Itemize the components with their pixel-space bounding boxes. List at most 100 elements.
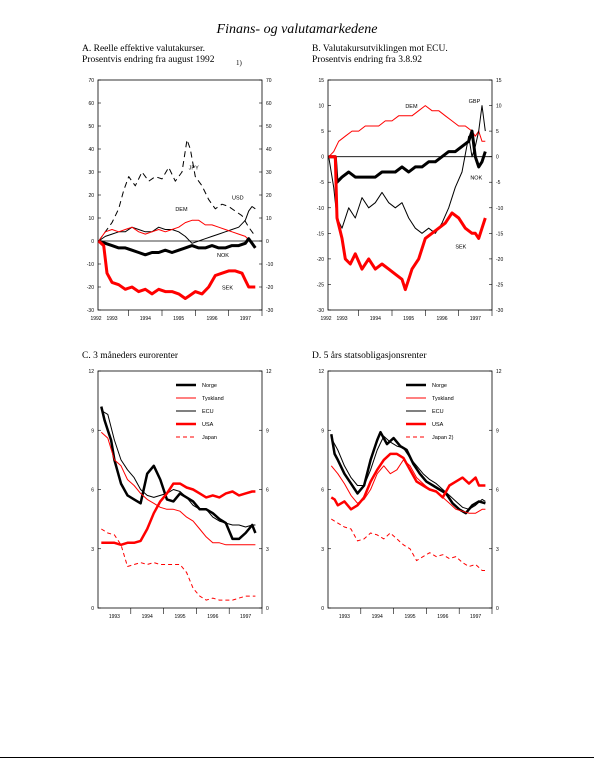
panel-b-title-block: B. Valutakursutviklingen mot ECU. Prosen… (312, 44, 448, 66)
y-tick-label-left: -5 (320, 180, 325, 186)
y-tick-label-left: -25 (317, 282, 324, 288)
legend-label: Japan 2) (432, 435, 454, 441)
y-tick-label-right: -10 (266, 262, 273, 268)
y-tick-label-left: -30 (317, 308, 324, 314)
y-tick-label-right: 12 (266, 369, 272, 375)
y-tick-label-left: -15 (317, 231, 324, 237)
y-tick-label-right: 10 (266, 216, 272, 222)
y-tick-label-left: 20 (88, 193, 94, 199)
series-line-usa (330, 452, 486, 511)
legend-label: Norge (202, 383, 217, 389)
y-tick-label-right: 60 (266, 101, 272, 107)
panel-c-title: C. 3 måneders eurorenter (82, 351, 179, 361)
legend-label: USA (202, 422, 214, 428)
panel-b-title: B. Valutakursutviklingen mot ECU. (312, 44, 448, 54)
y-tick-label-left: 60 (88, 101, 94, 107)
x-tick-label: 1995 (404, 614, 415, 620)
series-line-japan (101, 528, 256, 601)
chart-b-frame (327, 79, 493, 311)
panel-b-subtitle: Prosentvis endring fra 3.8.92 (312, 55, 423, 65)
y-tick-label-right: 10 (496, 104, 502, 110)
y-tick-label-right: 20 (266, 193, 272, 199)
x-tick-label: 1997 (470, 614, 481, 620)
series-line-ecu (330, 435, 486, 510)
series-label: DEM (405, 104, 418, 110)
y-tick-label-right: -15 (496, 231, 503, 237)
x-tick-label: 1997 (240, 316, 251, 322)
y-tick-label-right: 30 (266, 170, 272, 176)
legend-label: Norge (432, 383, 447, 389)
series-label: NOK (217, 253, 229, 259)
y-tick-label-right: 40 (266, 147, 272, 153)
panel-a-title-block: A. Reelle effektive valutakurser. Prosen… (82, 44, 214, 66)
panel-d-title-block: D. 5 års statsobligasjonsrenter (312, 351, 427, 362)
legend-label: USA (432, 422, 444, 428)
x-tick-label: 1996 (437, 614, 448, 620)
y-tick-label-left: 0 (91, 239, 94, 245)
y-tick-label-left: -10 (317, 206, 324, 212)
series-label: USD (232, 196, 244, 202)
x-tick-label: 1994 (140, 316, 151, 322)
panel-d-title: D. 5 års statsobligasjonsrenter (312, 351, 427, 361)
y-tick-label-right: 3 (496, 547, 499, 553)
series-line-usa (101, 482, 256, 547)
y-tick-label-left: 6 (321, 488, 324, 494)
y-tick-label-left: -10 (87, 262, 94, 268)
y-tick-label-right: 5 (496, 129, 499, 135)
x-tick-label: 1992 (90, 316, 101, 322)
series-line-usd (98, 206, 256, 244)
series-label: SEK (222, 285, 233, 291)
series-line-sek (97, 239, 256, 300)
series-line-nok (98, 237, 257, 257)
y-tick-label-left: 10 (318, 104, 324, 110)
series-line-tyskland (330, 459, 486, 514)
y-tick-label-left: 0 (91, 606, 94, 612)
y-tick-label-right: 6 (496, 488, 499, 494)
y-tick-label-right: 12 (496, 369, 502, 375)
series-line-dem (328, 105, 486, 158)
x-tick-label: 1993 (106, 316, 117, 322)
legend-label: Tyskland (202, 396, 224, 402)
y-tick-label-left: -20 (87, 285, 94, 291)
series-line-japan-2- (331, 518, 486, 571)
y-tick-label-left: 9 (321, 428, 324, 434)
y-tick-label-right: 9 (266, 428, 269, 434)
panel-a-subtitle: Prosentvis endring fra august 1992 (82, 55, 215, 65)
series-label: JPY (189, 166, 199, 172)
chart-b: -30 -30 -25 -25 -20 -20 -15 -15 -10 -10 -5 -5 0 0 5 5 10… (317, 78, 504, 322)
x-tick-label: 1996 (436, 316, 447, 322)
x-tick-label: 1993 (336, 316, 347, 322)
y-tick-label-left: 0 (321, 606, 324, 612)
legend-label: Tyskland (432, 396, 454, 402)
y-tick-label-right: 50 (266, 124, 272, 130)
y-tick-label-left: 12 (318, 369, 324, 375)
y-tick-label-left: 15 (318, 78, 324, 84)
series-line-jpy (98, 139, 255, 242)
y-tick-label-right: 15 (496, 78, 502, 84)
y-tick-label-right: -20 (496, 257, 503, 263)
y-tick-label-left: 10 (88, 216, 94, 222)
series-line-ecu (101, 410, 256, 528)
x-tick-label: 1997 (240, 614, 251, 620)
y-tick-label-right: 0 (496, 606, 499, 612)
x-tick-label: 1995 (403, 316, 414, 322)
y-tick-label-left: -20 (317, 257, 324, 263)
y-tick-label-left: 0 (321, 155, 324, 161)
x-tick-label: 1996 (207, 614, 218, 620)
series-label: NOK (470, 176, 482, 182)
y-tick-label-left: 9 (91, 428, 94, 434)
y-tick-label-left: 6 (91, 488, 94, 494)
y-tick-label-right: -30 (496, 308, 503, 314)
x-tick-label: 1994 (370, 316, 381, 322)
y-tick-label-right: 0 (496, 155, 499, 161)
chart-d-frame (327, 370, 493, 609)
y-tick-label-left: 12 (88, 369, 94, 375)
y-tick-label-left: 3 (91, 547, 94, 553)
y-tick-label-left: 70 (88, 78, 94, 84)
page-title: Finans- og valutamarkedene (216, 22, 378, 37)
series-line-norge (100, 406, 257, 541)
y-tick-label-left: -30 (87, 308, 94, 314)
y-tick-label-right: 6 (266, 488, 269, 494)
panel-c-title-block: C. 3 måneders eurorenter (82, 351, 178, 362)
